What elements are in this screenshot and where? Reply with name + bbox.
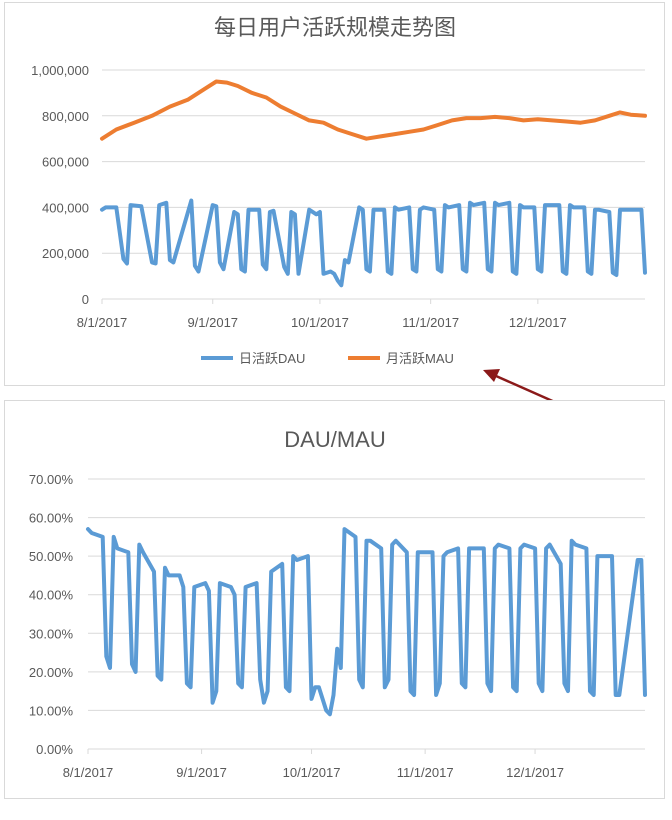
x-tick-label: 8/1/2017 xyxy=(77,315,128,330)
x-tick-label: 10/1/2017 xyxy=(291,315,349,330)
series-line-1 xyxy=(100,198,647,288)
y-tick-label: 400,000 xyxy=(42,200,89,215)
y-tick-label: 800,000 xyxy=(42,109,89,124)
legend-label-mau: 月活跃MAU xyxy=(386,351,454,366)
y-tick-label: 10.00% xyxy=(29,703,74,718)
chart-panel-dau-mau-ratio: DAU/MAU 0.00% 10.00% 20.00% 30.00% 40.00% 50.… xyxy=(4,400,665,799)
dau-mau-ratio-chart: DAU/MAU 0.00% 10.00% 20.00% 30.00% 40.00% 50.… xyxy=(29,427,647,780)
chart-title: DAU/MAU xyxy=(284,427,385,452)
y-tick-label: 600,000 xyxy=(42,155,89,170)
y-tick-label: 70.00% xyxy=(29,472,74,487)
x-tick-label: 12/1/2017 xyxy=(509,315,567,330)
y-tick-label: 1,000,000 xyxy=(31,63,89,78)
y-tick-label: 20.00% xyxy=(29,665,74,680)
series-line-2 xyxy=(100,79,647,141)
x-tick-label: 9/1/2017 xyxy=(176,765,227,780)
y-tick-label: 60.00% xyxy=(29,511,74,526)
series-line-1 xyxy=(86,527,647,717)
chart-title: 每日用户活跃规模走势图 xyxy=(214,15,456,40)
x-tick-label: 11/1/2017 xyxy=(402,315,459,330)
x-tick-label: 9/1/2017 xyxy=(187,315,238,330)
y-tick-label: 0.00% xyxy=(36,742,73,757)
y-tick-label: 0 xyxy=(82,292,89,307)
chart-legend: 日活跃DAU 月活跃MAU xyxy=(201,351,454,366)
x-tick-label: 10/1/2017 xyxy=(283,765,341,780)
active-users-chart: 每日用户活跃规模走势图 0 200,000 400,000 600,000 800,00… xyxy=(31,15,647,366)
y-tick-label: 40.00% xyxy=(29,588,74,603)
x-tick-label: 12/1/2017 xyxy=(506,765,564,780)
chart-panel-active-users: 每日用户活跃规模走势图 0 200,000 400,000 600,000 800,00… xyxy=(4,2,665,386)
legend-label-dau: 日活跃DAU xyxy=(239,351,305,366)
x-tick-label: 11/1/2017 xyxy=(397,765,454,780)
x-tick-label: 8/1/2017 xyxy=(63,765,114,780)
y-tick-label: 50.00% xyxy=(29,549,74,564)
y-tick-label: 30.00% xyxy=(29,626,74,641)
y-tick-label: 200,000 xyxy=(42,246,89,261)
